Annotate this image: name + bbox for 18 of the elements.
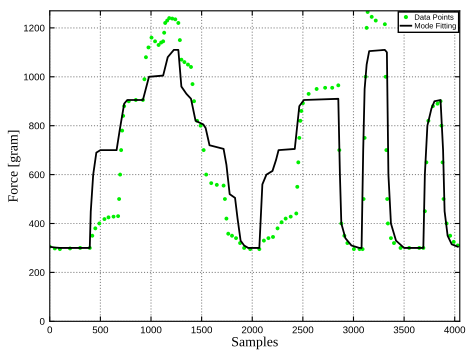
y-tick-label: 200: [29, 269, 45, 276]
y-tick-label: 800: [29, 122, 45, 130]
y-tick-label: 600: [29, 171, 45, 178]
x-tick-label: 1500: [192, 326, 212, 334]
x-tick-label: 3000: [343, 326, 364, 334]
y-axis-title: Force [gram]: [8, 130, 21, 202]
x-tick-label: 1000: [140, 326, 162, 334]
x-tick-label: 2000: [242, 326, 263, 334]
y-tick-label: 1200: [24, 24, 45, 32]
x-tick-label: 0: [47, 326, 52, 334]
y-tick-label: 400: [28, 220, 45, 228]
x-tick-label: 500: [92, 326, 108, 334]
x-tick-label: 4000: [444, 326, 466, 334]
y-tick-label: 1000: [24, 74, 45, 80]
x-tick-label: 3500: [394, 326, 415, 334]
x-tick-label: 2500: [292, 326, 314, 334]
x-axis-title: Samples: [232, 336, 278, 350]
y-tick-label: 0: [40, 318, 45, 325]
